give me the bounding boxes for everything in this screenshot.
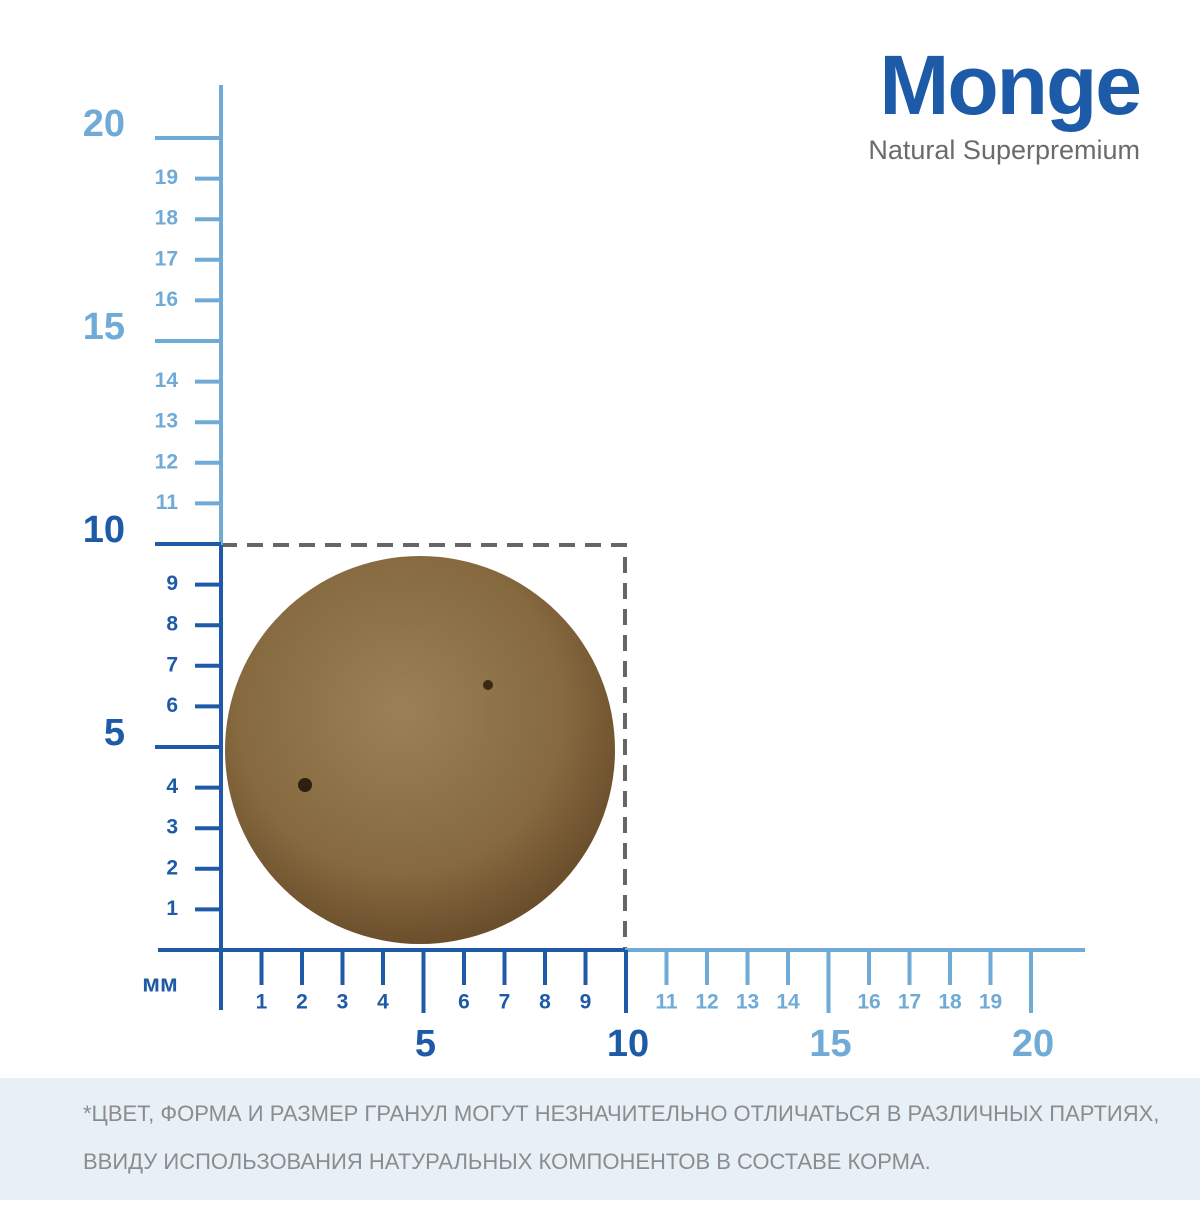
tick-label: 13 [736,991,759,1014]
tick-label: 12 [155,450,178,473]
tick-label: 20 [1012,1023,1054,1065]
tick-label: 3 [166,816,178,839]
pellet-hole [483,680,493,690]
footer-band [0,1078,1200,1200]
tick-label: 8 [539,991,551,1014]
tick-label: 6 [458,991,470,1014]
pellet [225,556,615,944]
tick-label: 17 [155,247,178,270]
tick-label: 14 [155,369,179,392]
tick-label: 16 [155,288,178,311]
tick-label: 16 [857,991,880,1014]
tick-label: 19 [979,991,1002,1014]
tick-label: 11 [156,491,179,514]
tick-label: 19 [155,166,178,189]
tick-label: 3 [337,991,349,1014]
tick-label: 11 [655,991,678,1014]
tick-label: 5 [415,1023,436,1065]
tick-label: 8 [166,613,178,636]
size-box [221,543,627,950]
tick-label: 17 [898,991,921,1014]
tick-label: 9 [166,572,178,595]
tick-label: 1 [256,991,268,1014]
tick-label: 4 [166,775,178,798]
disclaimer-line: *ЦВЕТ, ФОРМА И РАЗМЕР ГРАНУЛ МОГУТ НЕЗНА… [83,1101,1159,1126]
tick-label: 15 [83,306,125,348]
unit: мм [142,970,178,997]
brand: Monge [879,38,1140,132]
tick-label: 15 [809,1023,851,1065]
tick-label: 12 [695,991,718,1014]
tick-label: 2 [166,856,178,879]
tick-label: 9 [580,991,592,1014]
pellet-hole [298,778,312,792]
tick-label: 10 [607,1023,649,1065]
tick-label: 18 [155,207,179,230]
tick-label: 5 [104,712,125,754]
tick-label: 6 [166,694,178,717]
tick-label: 14 [776,991,800,1014]
tick-label: 13 [155,410,178,433]
tick-label: 7 [166,653,178,676]
tick-label: 20 [83,103,125,145]
tick-label: 7 [499,991,511,1014]
tick-label: 10 [83,509,125,551]
tick-label: 4 [377,991,389,1014]
tick-label: 2 [296,991,308,1014]
tick-label: 18 [938,991,962,1014]
tagline: Natural Superpremium [868,135,1140,165]
disclaimer-line: ВВИДУ ИСПОЛЬЗОВАНИЯ НАТУРАЛЬНЫХ КОМПОНЕН… [83,1149,931,1174]
tick-label: 1 [166,897,178,920]
